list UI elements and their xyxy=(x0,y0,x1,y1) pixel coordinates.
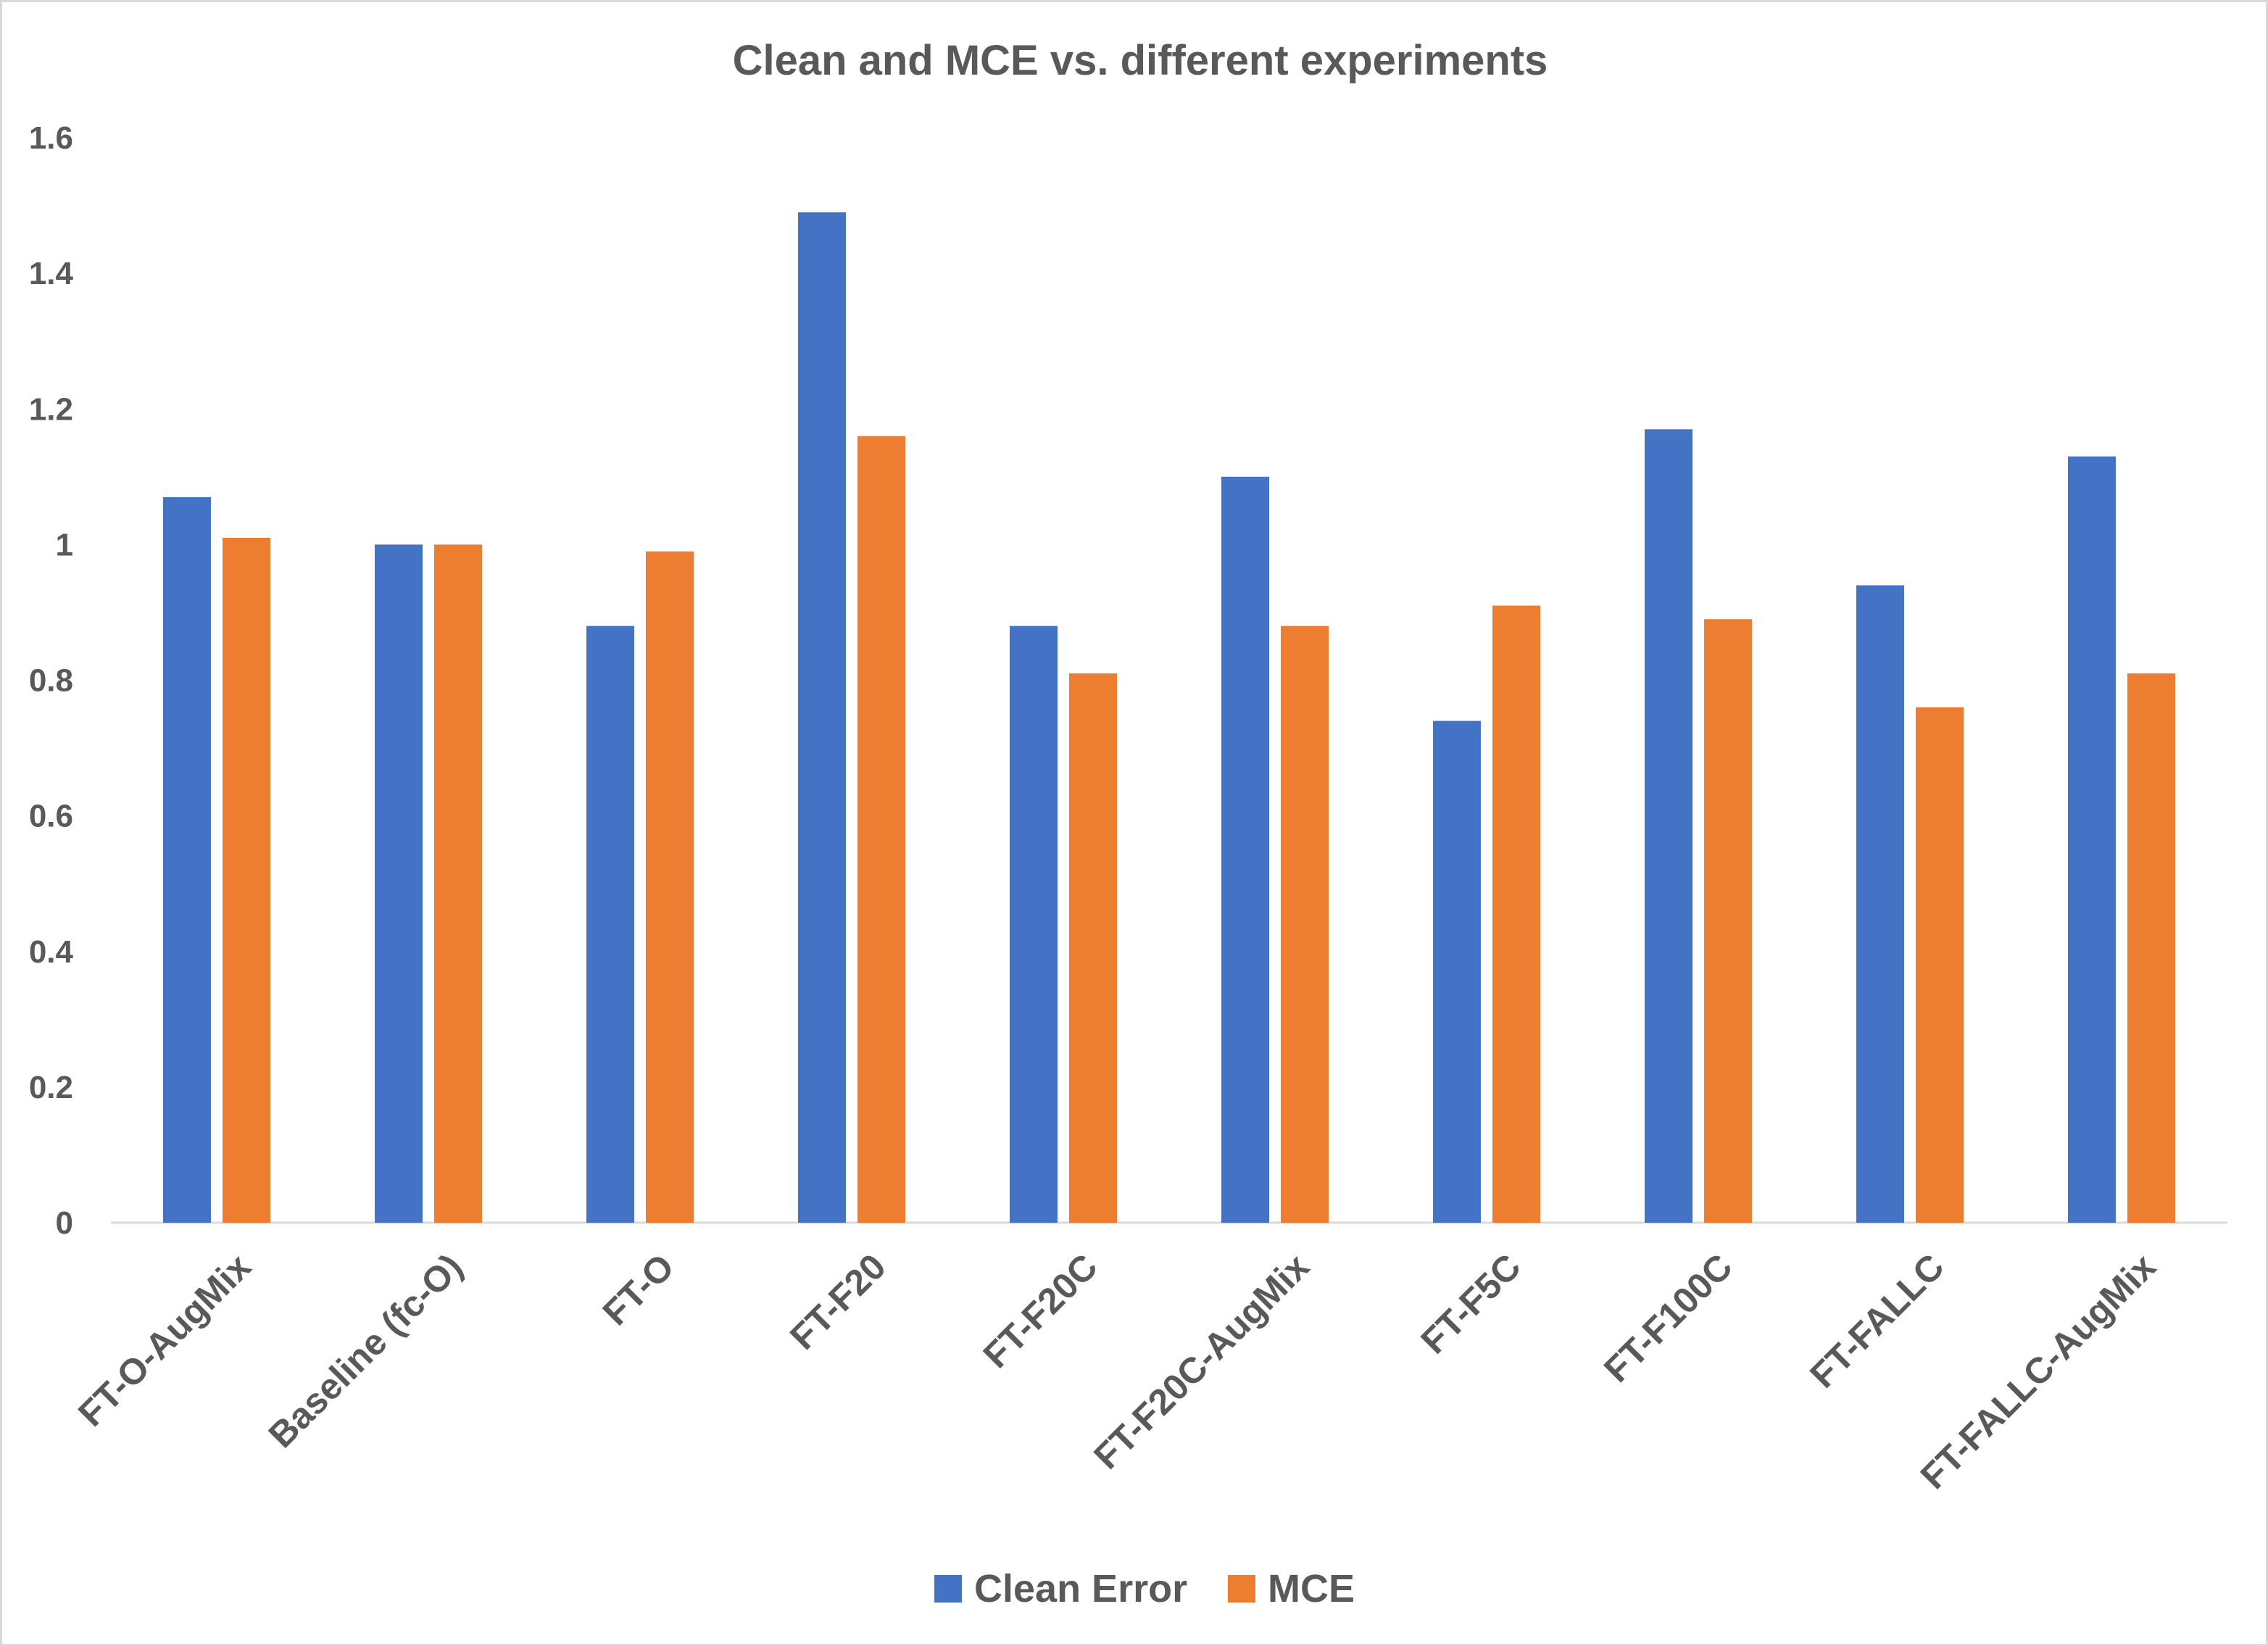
chart-title: Clean and MCE vs. different experiments xyxy=(733,37,1548,84)
bar-mce xyxy=(2127,673,2175,1223)
bar-clean-error xyxy=(1433,720,1481,1223)
bar-mce xyxy=(1492,605,1540,1223)
y-tick-label: 1.4 xyxy=(29,256,74,291)
x-tick-label: Baseline (fc-O) xyxy=(261,1246,470,1455)
bar-clean-error xyxy=(1010,625,1058,1223)
bar-mce xyxy=(434,544,482,1223)
y-tick-label: 0.8 xyxy=(29,663,73,699)
bar-mce xyxy=(223,538,270,1223)
x-tick-label: FT-F5C xyxy=(1413,1246,1528,1361)
x-axis-ticks: FT-O-AugMix Baseline (fc-O) FT-O FT-F20 FT-F… xyxy=(70,1246,2164,1497)
bar-clean-error xyxy=(375,544,423,1223)
bar-clean-error xyxy=(1221,476,1269,1223)
x-tick-label: FT-FALLC xyxy=(1802,1246,1952,1396)
y-tick-label: 0.4 xyxy=(29,934,74,970)
y-tick-label: 1.6 xyxy=(29,120,73,156)
bar-clean-error xyxy=(1645,429,1692,1223)
legend-label-mce: MCE xyxy=(1268,1567,1355,1610)
y-tick-label: 0.2 xyxy=(29,1070,73,1105)
bar-clean-error xyxy=(798,212,846,1223)
bar-mce xyxy=(646,551,694,1223)
bar-clean-error xyxy=(2068,456,2116,1223)
legend-swatch-clean-error xyxy=(934,1575,962,1603)
bar-clean-error xyxy=(1856,585,1904,1223)
legend: Clean Error MCE xyxy=(934,1567,1355,1610)
bar-mce xyxy=(1704,619,1752,1223)
x-tick-label: FT-F20C xyxy=(976,1246,1105,1376)
x-tick-label: FT-F20 xyxy=(782,1246,894,1358)
bar-mce xyxy=(857,436,905,1223)
x-tick-label: FT-F20C-AugMix xyxy=(1086,1246,1317,1477)
bar-clean-error xyxy=(586,625,634,1223)
y-axis-ticks: 0 0.2 0.4 0.6 0.8 1 1.2 1.4 1.6 xyxy=(29,120,74,1241)
bar-mce xyxy=(1069,673,1117,1223)
y-tick-label: 1.2 xyxy=(29,391,73,427)
y-tick-label: 0.6 xyxy=(29,799,73,834)
bars-group xyxy=(163,212,2175,1223)
bar-mce xyxy=(1916,707,1964,1223)
y-tick-label: 0 xyxy=(56,1205,73,1241)
y-tick-label: 1 xyxy=(56,527,73,562)
bar-clean-error xyxy=(163,496,211,1223)
x-tick-label: FT-O-AugMix xyxy=(70,1246,259,1434)
bar-mce xyxy=(1281,625,1329,1223)
x-tick-label: FT-FALLC-AugMix xyxy=(1913,1246,2164,1497)
x-tick-label: FT-F100C xyxy=(1596,1246,1740,1390)
x-tick-label: FT-O xyxy=(595,1246,682,1333)
legend-label-clean-error: Clean Error xyxy=(974,1567,1187,1610)
legend-swatch-mce xyxy=(1228,1575,1255,1603)
